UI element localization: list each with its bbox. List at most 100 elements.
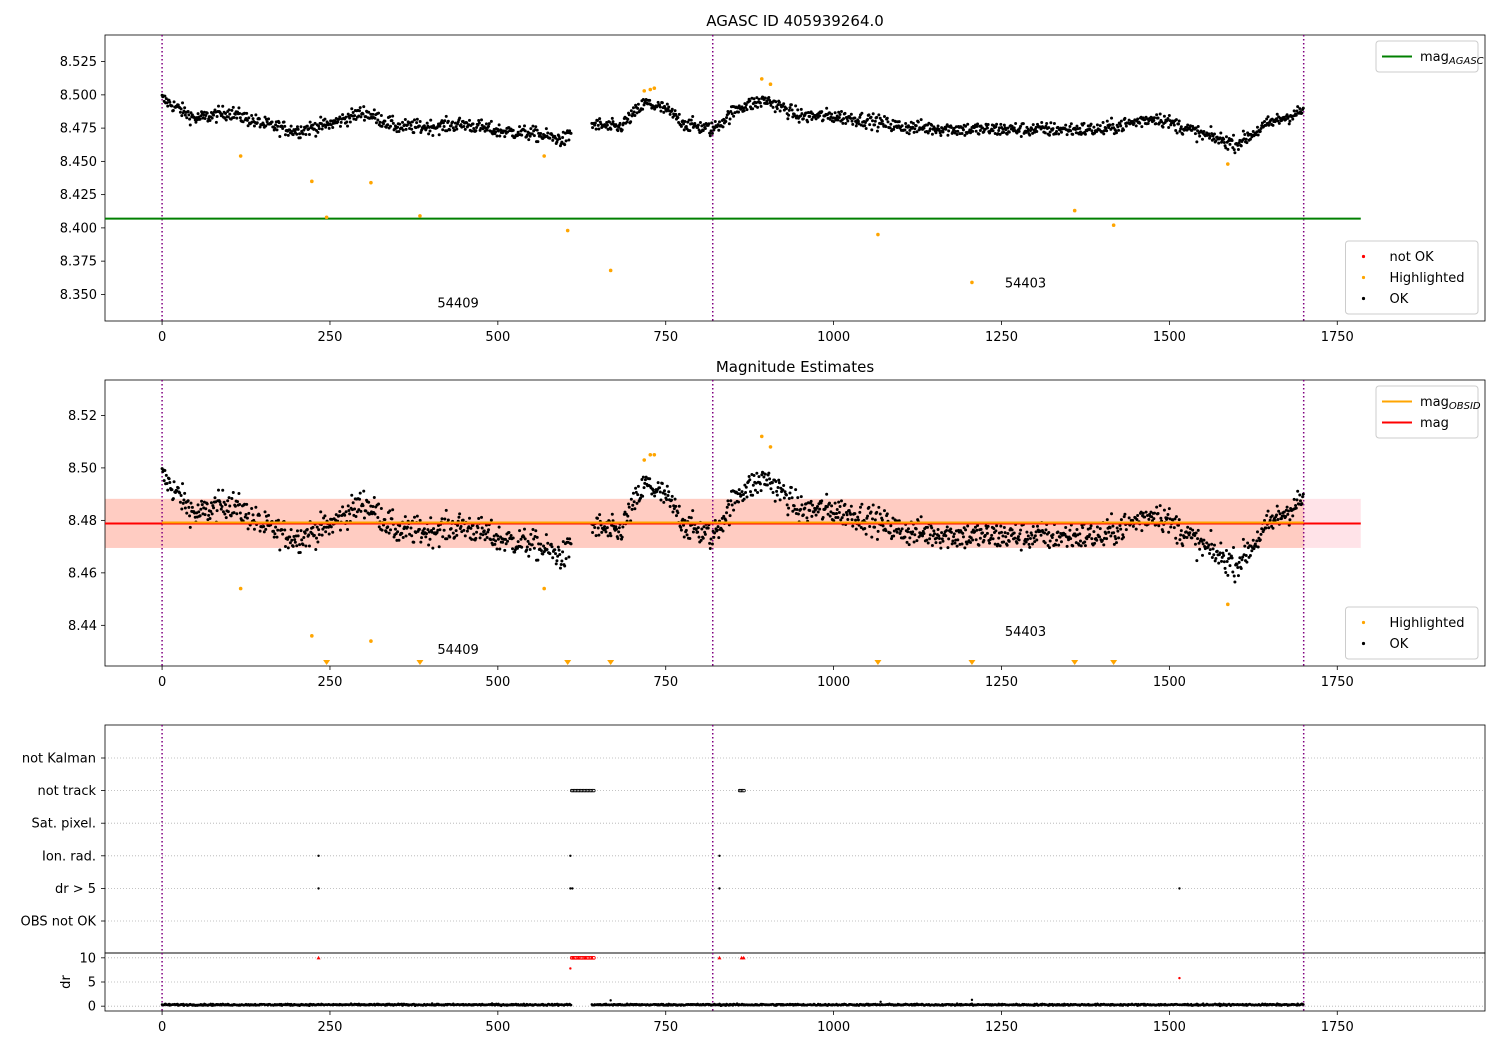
ok-point <box>459 123 463 127</box>
ok-point <box>458 512 462 516</box>
ok-point <box>241 120 245 124</box>
ok-point <box>199 114 203 118</box>
ok-point <box>1300 111 1304 115</box>
ok-point <box>441 121 445 125</box>
ok-point <box>633 507 637 511</box>
highlighted-below-range-marker <box>1110 660 1118 665</box>
ok-point <box>775 107 779 111</box>
ok-point <box>487 122 491 126</box>
ok-point <box>1158 504 1162 508</box>
ok-point <box>949 126 953 130</box>
ok-point <box>1082 121 1086 125</box>
ok-point <box>401 120 405 124</box>
ok-point <box>307 132 311 136</box>
ok-point <box>1153 116 1157 120</box>
ok-point <box>251 513 255 517</box>
ok-point <box>1093 541 1097 545</box>
ok-point <box>171 497 175 501</box>
ok-point <box>221 104 225 108</box>
ok-point <box>656 481 660 485</box>
ok-point <box>956 538 960 542</box>
ok-point <box>550 545 554 549</box>
ok-point <box>1214 139 1218 143</box>
ok-point <box>418 518 422 522</box>
ok-point <box>264 124 268 128</box>
ok-point <box>327 126 331 130</box>
ok-point <box>262 123 266 127</box>
magest-legend-label: mag <box>1420 416 1449 431</box>
ok-point <box>1111 524 1115 528</box>
highlighted-point <box>310 634 314 638</box>
ok-point <box>911 530 915 534</box>
ok-point <box>858 115 862 119</box>
ok-point <box>658 105 662 109</box>
ok-point <box>1260 121 1264 125</box>
ok-point <box>768 477 772 481</box>
ok-point <box>1102 543 1106 547</box>
ok-point <box>837 110 841 114</box>
ok-point <box>216 104 220 108</box>
flag-label: not Kalman <box>22 752 96 767</box>
ok-point <box>898 532 902 536</box>
ok-point <box>741 492 745 496</box>
ok-point <box>888 531 892 535</box>
ok-point <box>205 502 209 506</box>
ok-point <box>716 123 720 127</box>
ok-point <box>1174 118 1178 122</box>
ok-point <box>351 111 355 115</box>
ok-point <box>1047 133 1051 137</box>
ok-point <box>1043 131 1047 135</box>
ok-point <box>322 525 326 529</box>
ok-point <box>347 508 351 512</box>
ok-point <box>998 544 1002 548</box>
ok-point <box>468 516 472 520</box>
ok-point <box>1232 546 1236 550</box>
ok-point <box>1146 121 1150 125</box>
ok-point <box>1196 125 1200 129</box>
ok-point <box>431 546 435 550</box>
ok-point <box>1059 540 1063 544</box>
ok-point <box>1224 548 1228 552</box>
ok-point <box>1117 536 1121 540</box>
ok-point <box>245 516 249 520</box>
ok-point <box>906 124 910 128</box>
ok-point <box>311 525 315 529</box>
ok-point <box>470 129 474 133</box>
ok-point <box>1275 513 1279 517</box>
ok-point <box>320 533 324 537</box>
ok-point <box>209 509 213 513</box>
ok-point <box>934 131 938 135</box>
ok-point <box>1236 147 1240 151</box>
ok-point <box>1226 573 1230 577</box>
ok-point <box>835 512 839 516</box>
flag-label: OBS not OK <box>21 915 97 930</box>
ok-point <box>282 120 286 124</box>
ok-point <box>708 547 712 551</box>
highlighted-point <box>652 452 657 457</box>
ok-point <box>1089 122 1093 126</box>
ok-point <box>765 483 769 487</box>
dr-x-tick-label: 750 <box>653 1020 678 1035</box>
ok-point <box>932 529 936 533</box>
ok-point <box>1241 555 1245 559</box>
ok-point <box>609 534 613 538</box>
ok-point <box>908 128 912 132</box>
ok-point <box>348 116 352 120</box>
ok-point <box>753 488 757 492</box>
ok-point <box>307 544 311 548</box>
ok-point <box>1222 560 1226 564</box>
ok-point <box>1212 543 1216 547</box>
ok-point <box>1161 530 1165 534</box>
ok-point <box>373 512 377 516</box>
ok-point <box>1054 543 1058 547</box>
ok-point <box>1190 536 1194 540</box>
ok-point <box>183 113 187 117</box>
ok-point <box>390 119 394 123</box>
ok-point <box>841 121 845 125</box>
ok-point <box>476 526 480 530</box>
magest-legend-label: OK <box>1390 637 1409 652</box>
ok-point <box>774 480 778 484</box>
ok-point <box>262 525 266 529</box>
ok-point <box>528 134 532 138</box>
ok-point <box>955 133 959 137</box>
